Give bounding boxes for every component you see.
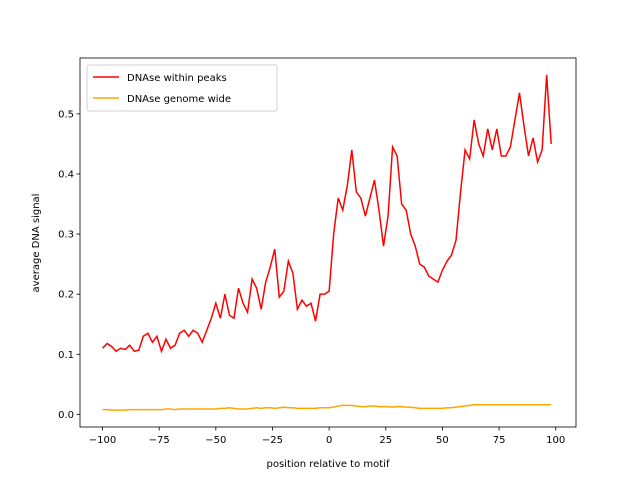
y-axis-label: average DNA signal [31,194,42,293]
x-tick-label: 100 [546,435,565,446]
x-tick-label: −25 [262,435,283,446]
legend-box [86,64,278,112]
legend-label: DNAse within peaks [127,73,227,84]
plot-frame [79,57,577,428]
y-tick-label: 0.1 [58,350,74,361]
x-tick-label: 25 [379,435,392,446]
y-tick-label: 0.3 [58,230,74,241]
x-tick-label: −50 [205,435,226,446]
line-series [102,404,552,411]
x-tick-label: 75 [493,435,506,446]
legend-label: DNAse genome wide [127,94,231,105]
x-tick-label: 0 [326,435,332,446]
y-tick-label: 0.0 [58,410,74,421]
y-tick-label: 0.5 [58,109,74,120]
line-series [102,74,552,354]
y-tick-label: 0.2 [58,290,74,301]
x-tick-label: 50 [436,435,449,446]
x-axis-label: position relative to motif [267,459,390,470]
y-tick-label: 0.4 [58,169,74,180]
x-tick-label: −75 [149,435,170,446]
x-tick-label: −100 [89,435,116,446]
